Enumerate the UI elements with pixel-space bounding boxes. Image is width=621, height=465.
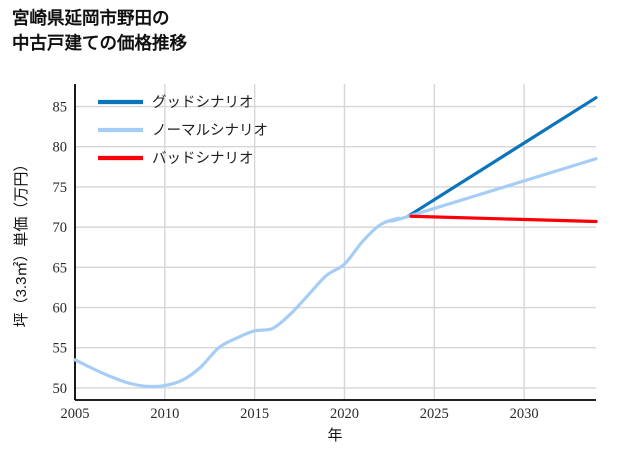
x-tick-label: 2020 [330,406,359,422]
y-tick-label: 55 [53,341,68,357]
series-line-2 [409,214,598,224]
legend-label-0: グッドシナリオ [152,94,254,111]
x-tick-label: 2030 [510,406,539,422]
data-series-layer [73,96,598,389]
legend-label-2: バッドシナリオ [152,151,254,167]
x-tick-labels: 2005 2010 2015 2020 2025 2030 [61,406,539,422]
y-tick-label: 85 [53,100,68,116]
x-tick-label: 2005 [61,406,90,422]
axis-lines [74,84,596,401]
x-tick-label: 2010 [150,406,179,422]
x-axis-title: 年 [327,427,342,444]
y-tick-label: 80 [53,140,68,156]
y-tick-labels: 50 55 60 65 70 75 80 85 [53,100,68,397]
y-tick-label: 75 [53,180,68,196]
y-tick-label: 60 [53,301,68,317]
y-tick-label: 50 [53,381,68,397]
y-tick-label: 65 [53,260,68,276]
chart-title: 宮崎県延岡市野田の 中古戸建ての価格推移 [12,6,612,56]
x-tick-label: 2015 [240,406,269,422]
series-line-0 [405,96,598,219]
y-tick-label: 70 [53,220,68,236]
series-line-1 [73,157,598,389]
chart-title-line-1: 宮崎県延岡市野田の [12,8,170,28]
x-gridlines [164,84,525,400]
y-axis-title: 坪（3.3㎡）単価（万円） [13,157,30,328]
legend-label-1: ノーマルシナリオ [152,123,268,139]
y-gridlines [75,105,596,389]
chart-title-line-2: 中古戸建ての価格推移 [12,33,187,53]
x-tick-label: 2025 [420,406,449,422]
